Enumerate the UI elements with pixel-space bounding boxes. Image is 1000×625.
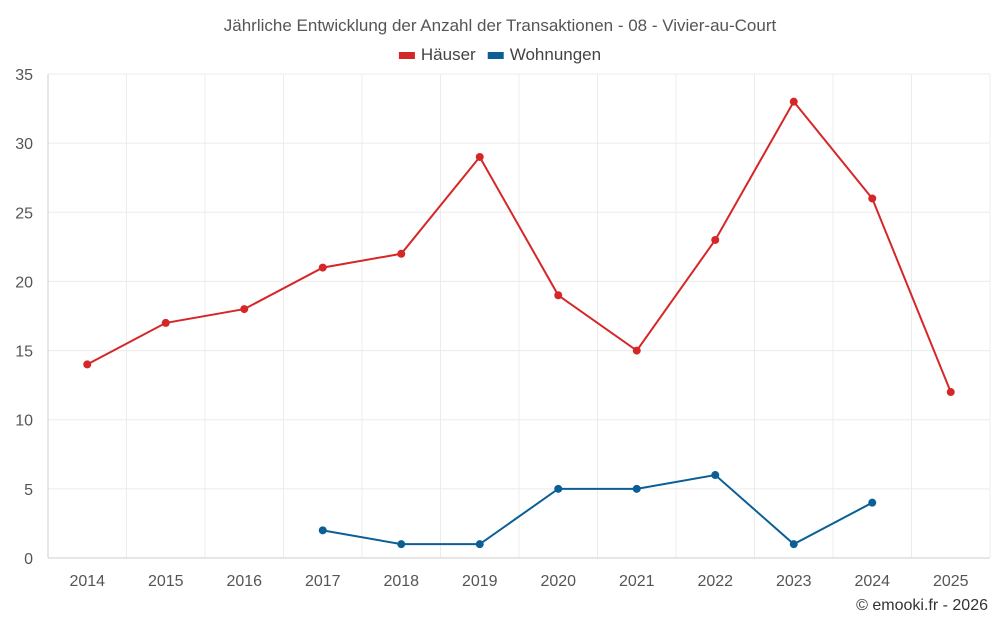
- x-tick-label: 2022: [697, 573, 733, 590]
- chart-title: Jährliche Entwicklung der Anzahl der Tra…: [224, 16, 777, 35]
- legend-item-haeuser[interactable]: Häuser: [398, 45, 476, 64]
- legend-swatch: [487, 52, 504, 59]
- series-group: [83, 97, 955, 549]
- data-point-wohnungen[interactable]: [789, 540, 798, 549]
- data-point-haeuser[interactable]: [397, 249, 406, 258]
- y-tick-label: 30: [15, 136, 33, 153]
- x-tick-label: 2024: [854, 573, 890, 590]
- data-point-haeuser[interactable]: [475, 152, 484, 161]
- legend: Häuser Wohnungen: [398, 45, 601, 64]
- data-point-haeuser[interactable]: [946, 388, 955, 397]
- data-point-wohnungen[interactable]: [475, 540, 484, 549]
- data-point-haeuser[interactable]: [632, 346, 641, 355]
- x-tick-label: 2019: [462, 573, 498, 590]
- y-tick-label: 20: [15, 274, 33, 291]
- data-point-wohnungen[interactable]: [318, 526, 327, 535]
- x-tick-label: 2025: [933, 573, 969, 590]
- data-point-haeuser[interactable]: [554, 291, 563, 300]
- grid: [47, 73, 991, 559]
- data-point-wohnungen[interactable]: [554, 484, 563, 493]
- series-line-wohnungen: [322, 473, 873, 546]
- legend-label: Wohnungen: [510, 45, 601, 64]
- x-tick-label: 2021: [619, 573, 655, 590]
- data-point-wohnungen[interactable]: [711, 471, 720, 480]
- y-axis: 0 5 10 15 20 25 30 35: [15, 67, 33, 568]
- credit-text: © emooki.fr - 2026: [856, 597, 988, 614]
- data-point-haeuser[interactable]: [711, 235, 720, 244]
- data-point-haeuser[interactable]: [83, 360, 92, 369]
- x-tick-label: 2018: [383, 573, 419, 590]
- legend-swatch: [398, 52, 415, 59]
- data-point-haeuser[interactable]: [240, 305, 249, 314]
- series-line-haeuser: [86, 99, 952, 393]
- x-tick-label: 2023: [776, 573, 812, 590]
- data-point-wohnungen[interactable]: [397, 540, 406, 549]
- x-tick-label: 2014: [69, 573, 105, 590]
- y-tick-label: 5: [24, 482, 33, 499]
- x-axis: 2014 2015 2016 2017 2018 2019 2020 2021 2022 2023…: [69, 573, 968, 590]
- x-tick-label: 2015: [148, 573, 184, 590]
- legend-label: Häuser: [421, 45, 476, 64]
- y-tick-label: 25: [15, 205, 33, 222]
- y-tick-label: 35: [15, 67, 33, 84]
- data-point-haeuser[interactable]: [318, 263, 327, 272]
- y-tick-label: 0: [24, 551, 33, 568]
- data-point-haeuser[interactable]: [789, 97, 798, 106]
- x-tick-label: 2017: [305, 573, 341, 590]
- x-tick-label: 2020: [540, 573, 576, 590]
- data-point-wohnungen[interactable]: [632, 484, 641, 493]
- data-point-haeuser[interactable]: [868, 194, 877, 203]
- x-tick-label: 2016: [226, 573, 262, 590]
- y-tick-label: 10: [15, 413, 33, 430]
- data-point-haeuser[interactable]: [161, 318, 170, 327]
- y-tick-label: 15: [15, 344, 33, 361]
- legend-item-wohnungen[interactable]: Wohnungen: [487, 45, 601, 64]
- data-point-wohnungen[interactable]: [868, 498, 877, 507]
